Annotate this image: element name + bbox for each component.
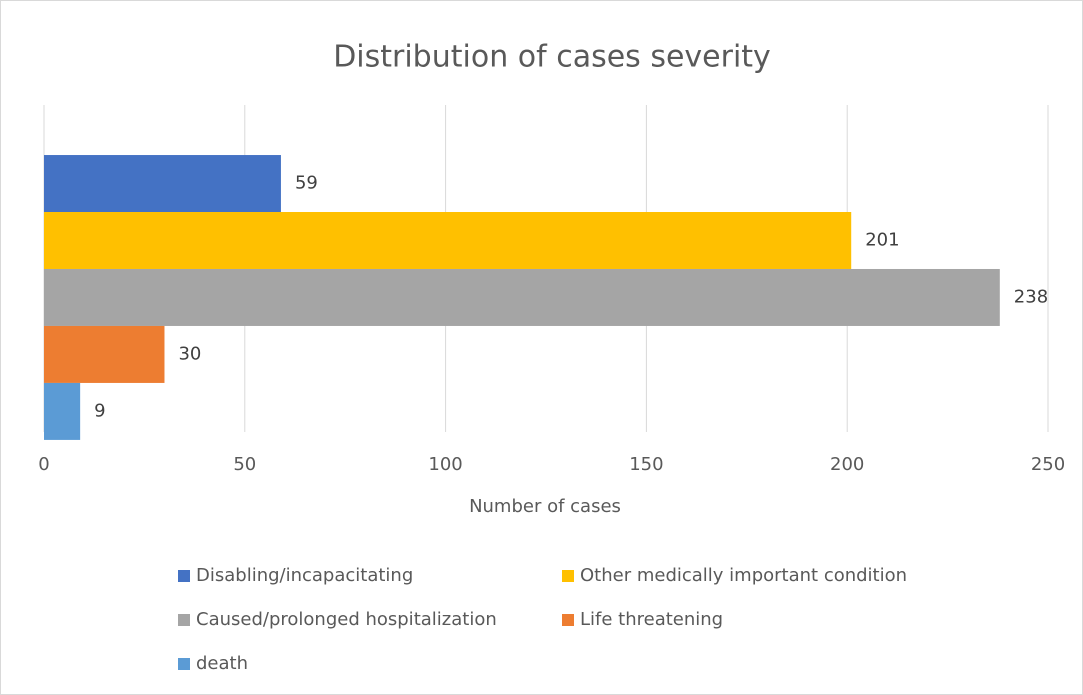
legend-swatch: [178, 570, 190, 582]
legend-label: Disabling/incapacitating: [196, 565, 413, 586]
legend-swatch: [178, 658, 190, 670]
data-label: 9: [94, 400, 105, 421]
legend-label: Other medically important condition: [580, 565, 907, 586]
x-tick-label: 200: [830, 454, 864, 475]
x-tick-label: 0: [38, 454, 49, 475]
x-tick-label: 50: [233, 454, 256, 475]
x-tick-label: 250: [1031, 454, 1065, 475]
data-label: 238: [1014, 286, 1048, 307]
data-label: 30: [178, 343, 201, 364]
data-label: 59: [295, 173, 318, 194]
legend-label: death: [196, 653, 248, 674]
legend-swatch: [562, 570, 574, 582]
x-tick-label: 150: [629, 454, 663, 475]
bar: [44, 155, 281, 213]
chart-title: Distribution of cases severity: [333, 40, 771, 75]
legend-swatch: [562, 614, 574, 626]
bar: [44, 325, 165, 383]
legend-label: Caused/prolonged hospitalization: [196, 609, 497, 630]
x-axis-label: Number of cases: [469, 496, 621, 517]
bar: [44, 212, 852, 269]
bar: [44, 382, 81, 440]
x-tick-label: 100: [428, 454, 462, 475]
data-label: 201: [865, 229, 899, 250]
bar: [44, 268, 1000, 326]
legend-swatch: [178, 614, 190, 626]
legend-label: Life threatening: [580, 609, 723, 630]
